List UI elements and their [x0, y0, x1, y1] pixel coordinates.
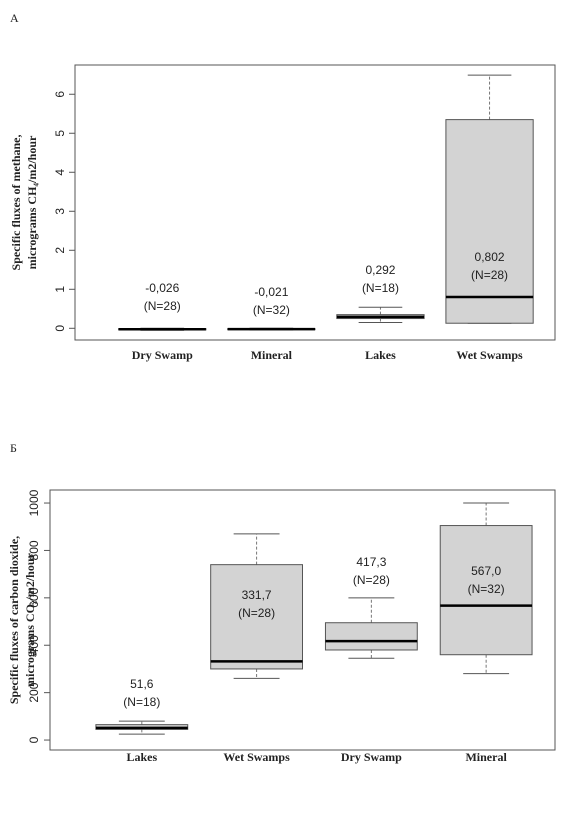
y-tick-label: 4: [53, 169, 67, 176]
plot-frame: [74, 64, 556, 341]
panel-label: А: [10, 11, 19, 25]
value-label: 567,0: [471, 564, 501, 578]
n-label: (N=18): [362, 281, 399, 295]
value-label: -0,026: [145, 281, 179, 295]
y-axis-label: Specific fluxes of methane,: [9, 135, 23, 271]
value-label: 0,802: [475, 250, 505, 264]
x-tick-label: Dry Swamp: [132, 348, 193, 362]
value-label: 331,7: [242, 588, 272, 602]
y-tick-label: 800: [27, 540, 41, 560]
x-tick-label: Mineral: [251, 348, 293, 362]
y-tick-label: 6: [53, 91, 67, 98]
y-axis-label: micrograms CH₄/m2/hour: [25, 135, 39, 269]
box: [445, 119, 534, 324]
value-label: -0,021: [254, 285, 288, 299]
box: [439, 525, 533, 656]
x-tick-label: Mineral: [465, 750, 507, 764]
x-tick-label: Dry Swamp: [341, 750, 402, 764]
y-axis-label: Specific fluxes of carbon dioxide,: [7, 536, 21, 704]
x-tick-label: Lakes: [126, 750, 157, 764]
value-label: 51,6: [130, 677, 154, 691]
y-tick-label: 3: [53, 208, 67, 215]
panel-label: Б: [10, 441, 17, 455]
box: [324, 622, 418, 651]
x-tick-label: Wet Swamps: [223, 750, 290, 764]
y-tick-label: 400: [27, 635, 41, 655]
box: [210, 564, 304, 670]
y-axis-label: micrograms CO₂/m2/hour: [23, 552, 37, 686]
y-tick-label: 600: [27, 588, 41, 608]
n-label: (N=32): [468, 582, 505, 596]
y-tick-label: 1: [53, 286, 67, 293]
n-label: (N=28): [353, 573, 390, 587]
n-label: (N=28): [238, 606, 275, 620]
value-label: 0,292: [365, 263, 395, 277]
n-label: (N=28): [144, 299, 181, 313]
y-tick-label: 2: [53, 247, 67, 254]
n-label: (N=28): [471, 268, 508, 282]
n-label: (N=32): [253, 303, 290, 317]
y-tick-label: 1000: [27, 489, 41, 516]
plot-frame: [49, 489, 556, 751]
y-tick-label: 0: [27, 736, 41, 743]
y-tick-label: 0: [53, 325, 67, 332]
n-label: (N=18): [123, 695, 160, 709]
x-tick-label: Lakes: [365, 348, 396, 362]
y-tick-label: 200: [27, 682, 41, 702]
x-tick-label: Wet Swamps: [456, 348, 523, 362]
y-tick-label: 5: [53, 130, 67, 137]
value-label: 417,3: [356, 555, 386, 569]
